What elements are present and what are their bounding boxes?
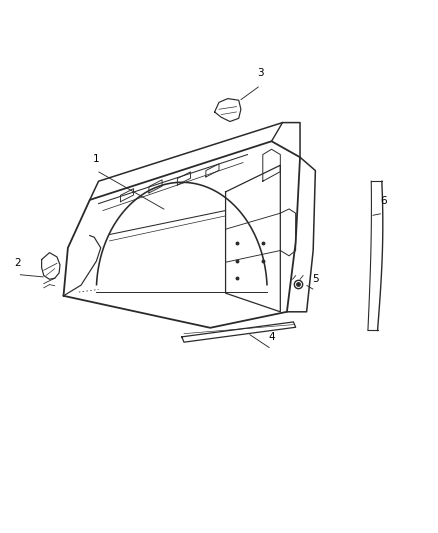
Text: 6: 6 xyxy=(380,196,387,206)
Text: 5: 5 xyxy=(312,273,319,284)
Text: 2: 2 xyxy=(14,257,21,268)
Text: 4: 4 xyxy=(268,332,275,342)
Text: 3: 3 xyxy=(257,68,264,78)
Text: 1: 1 xyxy=(93,154,100,164)
